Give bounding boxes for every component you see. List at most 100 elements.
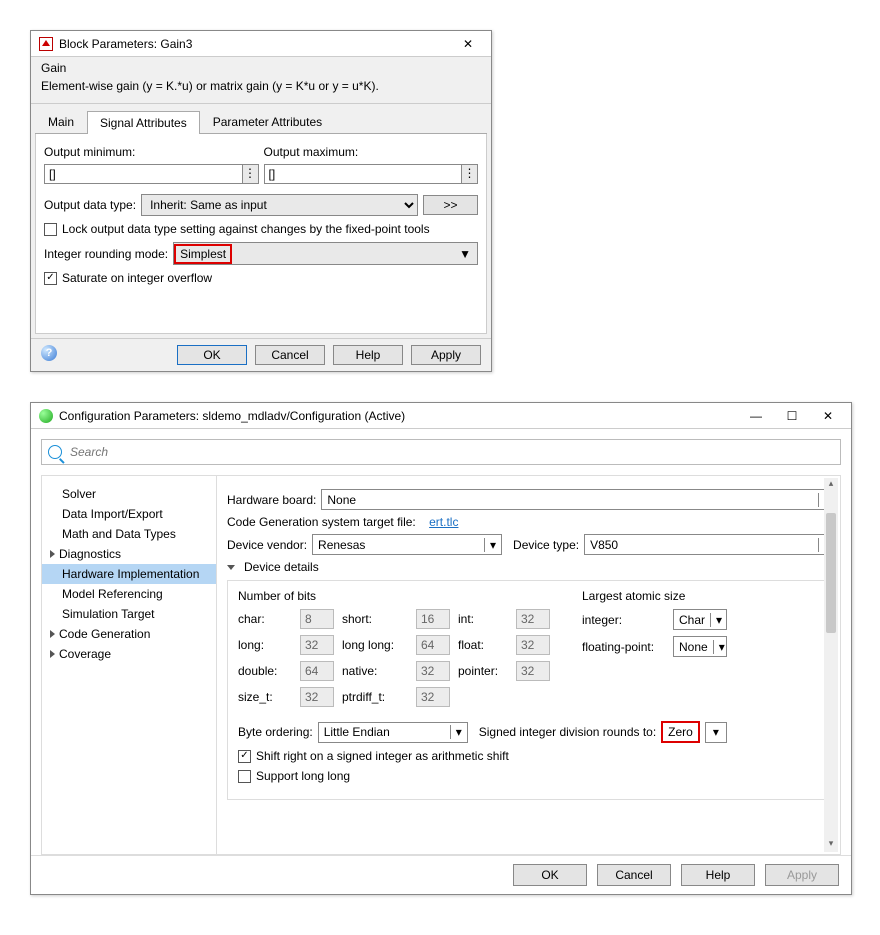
output-dtype-select[interactable]: Inherit: Same as input [141,194,418,216]
output-min-more-button[interactable]: ⋮ [243,164,259,184]
bits-pointer-label: pointer: [458,664,510,678]
cancel-button[interactable]: Cancel [255,345,325,365]
gain-heading: Gain [41,61,481,75]
dialog-title: Block Parameters: Gain3 [59,37,447,51]
cancel-button[interactable]: Cancel [597,864,671,886]
nav-coverage[interactable]: Coverage [42,644,216,664]
atomic-integer-label: integer: [582,613,667,627]
scrollbar[interactable]: ▴ ▾ [824,478,838,852]
ok-button[interactable]: OK [513,864,587,886]
scroll-thumb[interactable] [826,513,836,633]
lock-dtype-label: Lock output data type setting against ch… [62,222,430,236]
output-max-more-button[interactable]: ⋮ [462,164,478,184]
dtype-expand-button[interactable]: >> [423,195,478,215]
atomic-float-select[interactable]: None▾ [673,636,727,657]
bits-char-value: 8 [300,609,334,629]
atomic-float-label: floating-point: [582,640,667,654]
maximize-icon[interactable]: ☐ [777,409,807,423]
expand-icon [50,630,55,638]
chevron-down-icon: ▾ [713,640,730,654]
block-parameters-dialog: Block Parameters: Gain3 ✕ Gain Element-w… [30,30,492,372]
nav-solver[interactable]: Solver [42,484,216,504]
byte-ordering-select[interactable]: Little Endian▾ [318,722,468,743]
device-type-select[interactable]: V850▾ [584,534,836,555]
rounding-mode-select[interactable]: Simplest ▼ [173,242,478,265]
signed-div-label: Signed integer division rounds to: [479,725,656,739]
collapse-icon[interactable] [227,565,235,570]
nav-model-referencing[interactable]: Model Referencing [42,584,216,604]
rounding-mode-value: Simplest [174,244,232,264]
bits-grid: char:8 short:16 int:32 long:32 long long… [238,609,552,707]
minimize-icon[interactable]: — [741,409,771,423]
nav-diagnostics[interactable]: Diagnostics [42,544,216,564]
chevron-down-icon: ▾ [710,613,727,627]
close-icon[interactable]: ✕ [813,409,843,423]
nav-math-data-types[interactable]: Math and Data Types [42,524,216,544]
signed-div-select[interactable]: ▾ [705,722,727,743]
codegen-target-link[interactable]: ert.tlc [429,515,458,529]
apply-button[interactable]: Apply [765,864,839,886]
bits-long-label: long: [238,638,294,652]
help-button[interactable]: Help [681,864,755,886]
tab-parameter-attributes[interactable]: Parameter Attributes [200,110,335,133]
nav-data-import-export[interactable]: Data Import/Export [42,504,216,524]
nav-hardware-implementation[interactable]: Hardware Implementation [42,564,216,584]
ok-button[interactable]: OK [177,345,247,365]
bits-longlong-label: long long: [342,638,410,652]
bits-native-label: native: [342,664,410,678]
device-vendor-select[interactable]: Renesas▾ [312,534,502,555]
bits-native-value: 32 [416,661,450,681]
search-input[interactable] [68,444,834,460]
bits-int-label: int: [458,612,510,626]
atomic-grid: integer: Char▾ floating-point: None▾ [582,609,733,657]
help-button[interactable]: Help [333,345,403,365]
number-of-bits-label: Number of bits [238,589,552,603]
support-longlong-checkbox[interactable] [238,770,251,783]
output-min-input[interactable] [44,164,243,184]
tab-signal-attributes[interactable]: Signal Attributes [87,111,200,134]
output-max-input[interactable] [264,164,463,184]
chevron-down-icon: ▾ [708,725,724,739]
bits-char-label: char: [238,612,294,626]
hw-board-label: Hardware board: [227,493,316,507]
close-icon[interactable]: ✕ [453,37,483,51]
nav-code-generation[interactable]: Code Generation [42,624,216,644]
atomic-integer-select[interactable]: Char▾ [673,609,727,630]
bits-float-value: 32 [516,635,550,655]
nav-simulation-target[interactable]: Simulation Target [42,604,216,624]
bits-int-value: 32 [516,609,550,629]
search-bar [41,439,841,465]
shift-right-label: Shift right on a signed integer as arith… [256,749,509,763]
dialog-buttons: ? OK Cancel Help Apply [31,338,491,371]
hw-board-select[interactable]: None▾ [321,489,836,510]
bits-long-value: 32 [300,635,334,655]
gain-description-section: Gain Element-wise gain (y = K.*u) or mat… [31,57,491,104]
scroll-down-icon[interactable]: ▾ [824,838,838,852]
tab-main[interactable]: Main [35,110,87,133]
expand-icon [50,550,55,558]
lock-dtype-checkbox[interactable] [44,223,57,236]
dialog-body: Solver Data Import/Export Math and Data … [41,475,841,855]
gain-description: Element-wise gain (y = K.*u) or matrix g… [41,79,481,93]
config-parameters-dialog: Configuration Parameters: sldemo_mdladv/… [30,402,852,895]
scroll-up-icon[interactable]: ▴ [824,478,838,492]
dialog-buttons: OK Cancel Help Apply [31,855,851,894]
device-details-group: Number of bits char:8 short:16 int:32 lo… [227,580,836,800]
bits-short-label: short: [342,612,410,626]
support-longlong-label: Support long long [256,769,350,783]
shift-right-checkbox[interactable]: ✓ [238,750,251,763]
bits-longlong-value: 64 [416,635,450,655]
tabs: Main Signal Attributes Parameter Attribu… [35,110,487,134]
tabs-bar: Main Signal Attributes Parameter Attribu… [31,104,491,334]
nav-tree: Solver Data Import/Export Math and Data … [42,476,217,854]
help-icon[interactable]: ? [41,345,57,361]
saturate-label: Saturate on integer overflow [62,271,212,285]
signed-div-value: Zero [661,721,700,743]
bits-sizet-value: 32 [300,687,334,707]
bits-pointer-value: 32 [516,661,550,681]
codegen-target-label: Code Generation system target file: [227,515,416,529]
apply-button[interactable]: Apply [411,345,481,365]
bits-ptrdiff-value: 32 [416,687,450,707]
saturate-checkbox[interactable]: ✓ [44,272,57,285]
output-max-label: Output maximum: [264,145,479,159]
